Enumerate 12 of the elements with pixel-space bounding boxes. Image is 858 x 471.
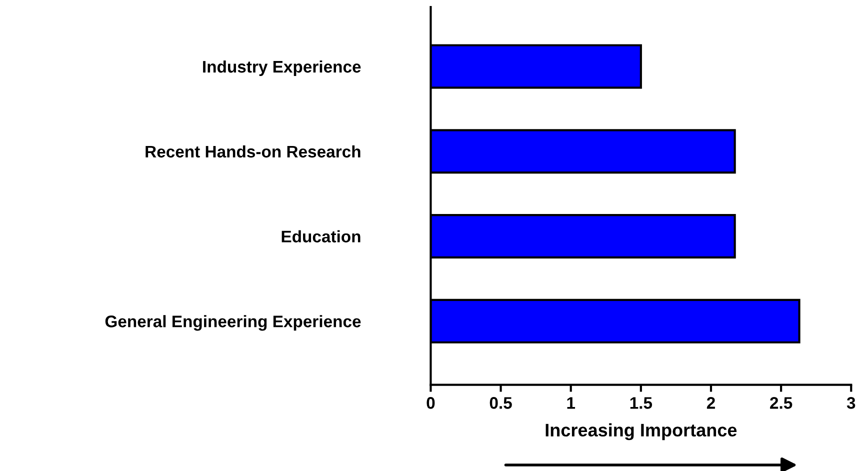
x-tick-label: 3 xyxy=(846,397,856,409)
y-tick-label: Recent Hands-on Research xyxy=(146,145,360,158)
y-tick-label: Education xyxy=(282,230,360,242)
y-tick-label: General Engineering Experience xyxy=(105,315,361,331)
x-tick-label: 1 xyxy=(567,397,576,409)
x-tick-label: 0 xyxy=(426,397,435,409)
x-tick-label: 0.5 xyxy=(490,397,512,409)
y-tick-label: Industry Experience xyxy=(203,60,361,76)
x-tick-label: 2.5 xyxy=(770,397,792,409)
x-tick-label: 1.5 xyxy=(630,397,652,409)
x-tick-label: 2 xyxy=(706,397,715,409)
x-axis-title: Increasing Importance xyxy=(546,423,737,440)
